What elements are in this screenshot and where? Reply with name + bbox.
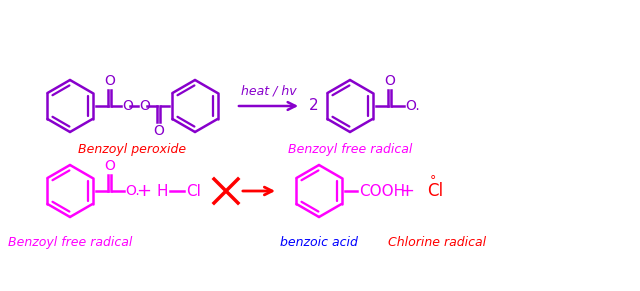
Text: COOH: COOH	[359, 184, 405, 198]
Text: O: O	[122, 99, 133, 113]
Text: O: O	[139, 99, 150, 113]
Text: O: O	[153, 124, 164, 138]
Text: O.: O.	[405, 99, 420, 113]
Text: O: O	[104, 159, 115, 173]
Text: +: +	[136, 182, 152, 200]
Text: Cl: Cl	[427, 182, 443, 200]
Text: Cl: Cl	[186, 184, 201, 198]
Text: Benzoyl free radical: Benzoyl free radical	[288, 143, 412, 156]
Text: H: H	[156, 184, 168, 198]
Text: O: O	[104, 74, 115, 88]
Text: °: °	[430, 175, 436, 187]
Text: Benzoyl peroxide: Benzoyl peroxide	[79, 143, 187, 156]
Text: 2: 2	[309, 98, 319, 113]
Text: O.: O.	[125, 184, 140, 198]
Text: benzoic acid: benzoic acid	[280, 236, 358, 249]
Text: +: +	[399, 182, 415, 200]
Text: Benzoyl free radical: Benzoyl free radical	[8, 236, 132, 249]
Text: O: O	[384, 74, 395, 88]
Text: heat / hv: heat / hv	[241, 85, 296, 98]
Text: Chlorine radical: Chlorine radical	[388, 236, 486, 249]
